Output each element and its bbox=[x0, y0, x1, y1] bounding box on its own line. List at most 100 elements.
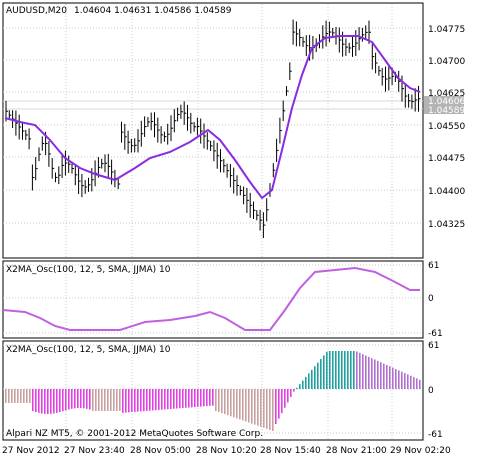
indicator1-tick: 61 bbox=[428, 261, 439, 271]
histogram-bar bbox=[341, 351, 343, 389]
histogram-bar bbox=[89, 389, 91, 410]
histogram-bar bbox=[272, 389, 274, 431]
price-tick: 1.04700 bbox=[428, 57, 465, 67]
histogram-bar bbox=[206, 389, 208, 407]
histogram-bar bbox=[110, 389, 112, 411]
histogram-bar bbox=[164, 389, 166, 410]
main-price-panel[interactable]: AUDUSD,M20 1.04604 1.04631 1.04586 1.045… bbox=[2, 2, 424, 259]
indicator1-tick: -61 bbox=[428, 329, 443, 339]
indicator1-panel[interactable]: X2MA_Osc(100, 12, 5, SMA, JJMA) 10 bbox=[2, 260, 424, 339]
histogram-bar bbox=[17, 389, 19, 403]
price-tick: 1.04625 bbox=[428, 89, 465, 99]
histogram-bar bbox=[251, 389, 253, 424]
main-grid bbox=[3, 4, 423, 257]
histogram-bar bbox=[101, 389, 103, 411]
histogram-bar bbox=[242, 389, 244, 421]
histogram-bar bbox=[77, 389, 79, 409]
price-tick: 1.04550 bbox=[428, 122, 465, 132]
histogram-bar bbox=[128, 389, 130, 413]
histogram-bar bbox=[377, 360, 379, 389]
histogram-bar bbox=[137, 389, 139, 412]
histogram-bar bbox=[14, 389, 16, 403]
histogram-bar bbox=[50, 389, 52, 414]
histogram-bar bbox=[200, 389, 202, 407]
histogram-bar bbox=[233, 389, 235, 418]
histogram-bar bbox=[194, 389, 196, 408]
histogram-bar bbox=[197, 389, 199, 407]
histogram-bar bbox=[413, 377, 415, 389]
histogram-bar bbox=[107, 389, 109, 411]
histogram-bar bbox=[350, 351, 352, 389]
histogram-bar bbox=[236, 389, 238, 419]
histogram-bar bbox=[86, 389, 88, 409]
histogram-bar bbox=[227, 389, 229, 416]
time-tick: 27 Nov 23:40 bbox=[64, 446, 125, 456]
histogram-bar bbox=[71, 389, 73, 409]
histogram-bar bbox=[131, 389, 133, 413]
histogram-bar bbox=[410, 375, 412, 389]
histogram-bar bbox=[203, 389, 205, 407]
histogram-bar bbox=[119, 389, 121, 411]
histogram-bar bbox=[335, 351, 337, 389]
indicator2-tick: -61 bbox=[428, 430, 443, 440]
histogram-bar bbox=[209, 389, 211, 406]
histogram-bar bbox=[371, 358, 373, 389]
histogram-bar bbox=[278, 389, 280, 419]
histogram-bar bbox=[395, 369, 397, 389]
histogram-bar bbox=[218, 389, 220, 413]
histogram-bar bbox=[173, 389, 175, 409]
histogram-bar bbox=[308, 373, 310, 389]
oscillator-histogram bbox=[5, 351, 421, 431]
histogram-bar bbox=[8, 389, 10, 403]
histogram-bar bbox=[215, 389, 217, 411]
histogram-bar bbox=[62, 389, 64, 412]
histogram-bar bbox=[326, 351, 328, 389]
oscillator-line bbox=[2, 266, 420, 331]
histogram-bar bbox=[212, 389, 214, 406]
moving-average-line bbox=[4, 35, 421, 200]
price-tick: 1.04475 bbox=[428, 154, 465, 164]
histogram-bar bbox=[191, 389, 193, 408]
histogram-bar bbox=[185, 389, 187, 408]
histogram-bar bbox=[245, 389, 247, 422]
histogram-bar bbox=[80, 389, 82, 409]
histogram-bar bbox=[329, 351, 331, 389]
bid-price-badge bbox=[424, 96, 464, 105]
time-tick: 28 Nov 15:40 bbox=[260, 446, 321, 456]
last-price-badge bbox=[424, 105, 464, 114]
histogram-bar bbox=[281, 389, 283, 414]
histogram-bar bbox=[332, 351, 334, 389]
histogram-bar bbox=[287, 389, 289, 403]
histogram-bar bbox=[122, 389, 124, 413]
histogram-bar bbox=[53, 389, 55, 414]
histogram-bar bbox=[224, 389, 226, 415]
histogram-bar bbox=[146, 389, 148, 411]
indicator1-frame bbox=[2, 260, 424, 339]
histogram-bar bbox=[248, 389, 250, 423]
histogram-bar bbox=[221, 389, 223, 414]
histogram-bar bbox=[317, 362, 319, 389]
histogram-bar bbox=[296, 387, 298, 389]
histogram-bar bbox=[254, 389, 256, 425]
indicator1-title: X2MA_Osc(100, 12, 5, SMA, JJMA) 10 bbox=[6, 265, 171, 275]
histogram-bar bbox=[284, 389, 286, 408]
histogram-bar bbox=[359, 352, 361, 389]
histogram-bar bbox=[314, 366, 316, 389]
histogram-bar bbox=[398, 370, 400, 389]
histogram-bar bbox=[149, 389, 151, 411]
histogram-bar bbox=[353, 351, 355, 389]
indicator1-axis: 61 0 -61 bbox=[428, 261, 443, 339]
histogram-bar bbox=[41, 389, 43, 414]
histogram-bar bbox=[269, 389, 271, 430]
indicator2-tick: 61 bbox=[428, 341, 439, 351]
histogram-bar bbox=[275, 389, 277, 424]
price-tick: 1.04400 bbox=[428, 187, 465, 197]
histogram-bar bbox=[158, 389, 160, 410]
histogram-bar bbox=[167, 389, 169, 410]
histogram-bar bbox=[143, 389, 145, 412]
histogram-bar bbox=[374, 359, 376, 389]
histogram-bar bbox=[290, 389, 292, 397]
indicator2-panel[interactable]: X2MA_Osc(100, 12, 5, SMA, JJMA) 10 Alpar… bbox=[2, 340, 424, 441]
histogram-bar bbox=[305, 377, 307, 389]
